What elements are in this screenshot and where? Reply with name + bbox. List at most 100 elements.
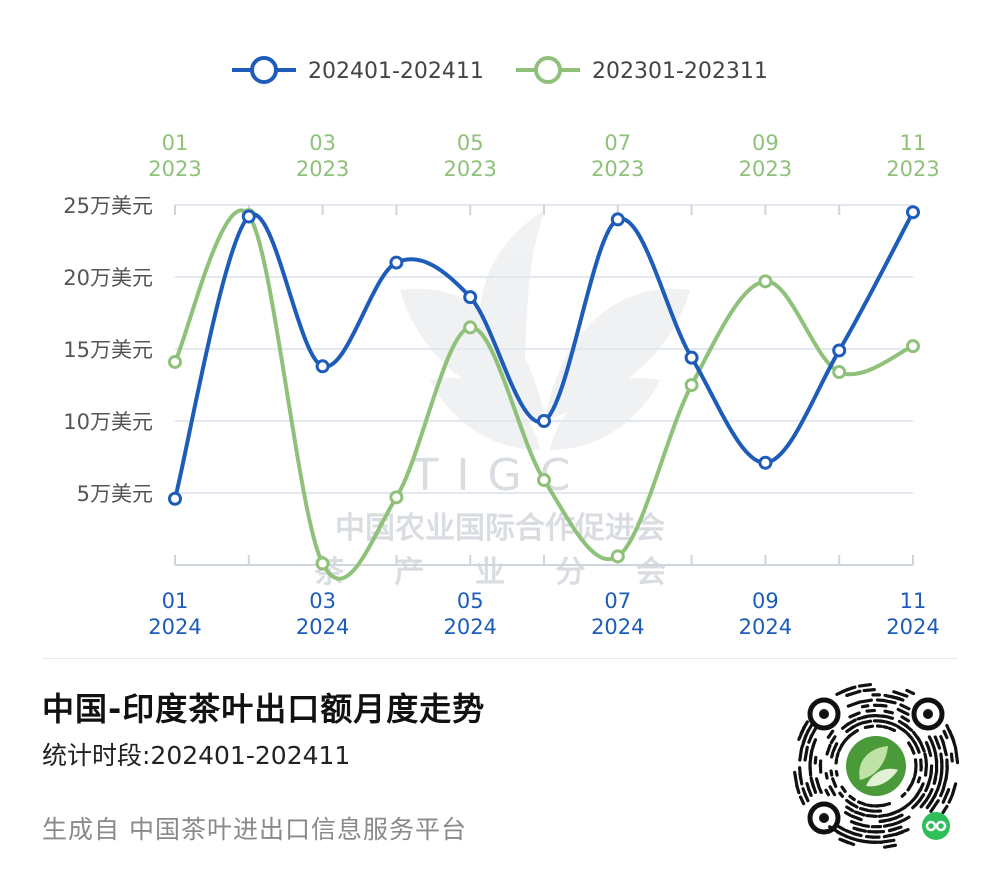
qr-finder-top-left bbox=[807, 697, 841, 731]
qr-module bbox=[950, 782, 958, 797]
legend-item-series-1[interactable]: 202401-202411 bbox=[232, 56, 484, 84]
qr-module bbox=[913, 770, 918, 778]
legend-label-series-1: 202401-202411 bbox=[308, 59, 484, 84]
qr-module bbox=[857, 800, 868, 807]
qr-module bbox=[839, 838, 850, 845]
qr-pattern bbox=[793, 682, 960, 849]
y-tick-label: 25万美元 bbox=[63, 194, 153, 218]
qr-module bbox=[801, 787, 808, 797]
qr-module bbox=[924, 782, 931, 793]
qr-module bbox=[933, 735, 942, 750]
qr-code[interactable] bbox=[790, 680, 962, 852]
qr-module bbox=[852, 729, 859, 735]
qr-module bbox=[923, 752, 928, 760]
qr-module bbox=[850, 724, 857, 730]
x-tick-label-bottom-month: 05 bbox=[457, 589, 484, 613]
x-tick-label-bottom-month: 11 bbox=[900, 589, 927, 613]
qr-module bbox=[900, 715, 911, 723]
qr-module bbox=[900, 792, 907, 798]
qr-module bbox=[855, 721, 863, 727]
qr-module bbox=[835, 751, 840, 759]
qr-module bbox=[814, 777, 821, 789]
data-point bbox=[537, 473, 551, 488]
qr-module bbox=[831, 742, 839, 753]
qr-module bbox=[864, 834, 875, 839]
qr-module bbox=[840, 785, 847, 794]
legend-item-series-2[interactable]: 202301-202311 bbox=[516, 56, 768, 84]
data-point bbox=[758, 455, 773, 470]
qr-module bbox=[829, 769, 834, 777]
qr-module bbox=[916, 746, 921, 754]
qr-module bbox=[882, 725, 889, 730]
qr-module bbox=[828, 785, 837, 797]
qr-module bbox=[950, 734, 957, 749]
data-point bbox=[389, 255, 404, 270]
qr-module bbox=[947, 793, 954, 804]
qr-module bbox=[853, 810, 866, 817]
mini-program-badge-icon bbox=[922, 812, 950, 840]
qr-module bbox=[901, 728, 908, 734]
qr-module bbox=[798, 766, 803, 780]
qr-module bbox=[881, 698, 897, 705]
legend-marker-series-1 bbox=[250, 56, 278, 84]
qr-module bbox=[903, 722, 914, 732]
data-point bbox=[610, 212, 625, 227]
qr-module bbox=[942, 729, 949, 740]
qr-module bbox=[802, 720, 809, 730]
chart-title: 中国-印度茶叶出口额月度走势 bbox=[42, 690, 486, 728]
qr-module bbox=[929, 799, 940, 813]
watermark-leaf-icon bbox=[400, 210, 690, 450]
qr-module bbox=[877, 813, 890, 818]
data-point bbox=[906, 205, 920, 220]
qr-module bbox=[880, 714, 889, 719]
x-tick-label-bottom-year: 2024 bbox=[739, 615, 792, 639]
qr-module bbox=[906, 782, 914, 792]
qr-module bbox=[882, 822, 895, 828]
y-tick-label: 10万美元 bbox=[63, 410, 153, 434]
qr-module bbox=[954, 746, 960, 765]
x-tick-label-top-year: 2023 bbox=[296, 157, 349, 181]
qr-module bbox=[882, 832, 899, 839]
qr-module bbox=[878, 719, 887, 724]
qr-module bbox=[849, 820, 859, 826]
x-tick-label-bottom-year: 2024 bbox=[148, 615, 201, 639]
qr-module bbox=[941, 740, 948, 757]
data-point bbox=[684, 378, 699, 392]
qr-module bbox=[886, 715, 895, 720]
qr-module bbox=[825, 743, 832, 756]
data-point bbox=[389, 490, 404, 505]
x-tick-label-top-month: 07 bbox=[604, 131, 631, 155]
qr-module bbox=[809, 776, 815, 789]
qr-module bbox=[928, 770, 933, 779]
qr-module bbox=[887, 827, 897, 833]
y-axis: 5万美元 10万美元 15万美元 20万美元 25万美元 bbox=[63, 194, 153, 506]
qr-module bbox=[838, 791, 845, 798]
x-tick-label-bottom-year: 2024 bbox=[886, 615, 939, 639]
qr-module bbox=[798, 795, 806, 806]
tea-leaf-logo bbox=[842, 732, 910, 800]
qr-module bbox=[845, 689, 862, 698]
qr-module bbox=[878, 819, 887, 824]
source-text: 生成自 中国茶叶进出口信息服务平台 bbox=[42, 815, 467, 844]
x-tick-label-top-month: 05 bbox=[457, 131, 484, 155]
qr-module bbox=[896, 707, 910, 716]
qr-module bbox=[910, 746, 916, 755]
data-point bbox=[315, 359, 330, 374]
data-point bbox=[832, 365, 847, 380]
x-tick-label-bottom-month: 03 bbox=[309, 589, 336, 613]
data-point bbox=[537, 414, 551, 428]
legend: 202401-202411 202301-202311 bbox=[232, 56, 768, 84]
data-point bbox=[610, 549, 625, 564]
qr-module bbox=[878, 703, 888, 708]
qr-module bbox=[824, 788, 830, 797]
qr-module bbox=[882, 843, 898, 849]
qr-module bbox=[908, 797, 916, 805]
qr-module bbox=[857, 682, 873, 688]
series-layer bbox=[168, 205, 920, 581]
qr-module bbox=[811, 738, 818, 747]
data-point bbox=[906, 339, 920, 354]
qr-module bbox=[844, 829, 857, 836]
qr-module bbox=[845, 718, 857, 727]
qr-module bbox=[883, 709, 894, 715]
qr-module bbox=[858, 698, 873, 704]
